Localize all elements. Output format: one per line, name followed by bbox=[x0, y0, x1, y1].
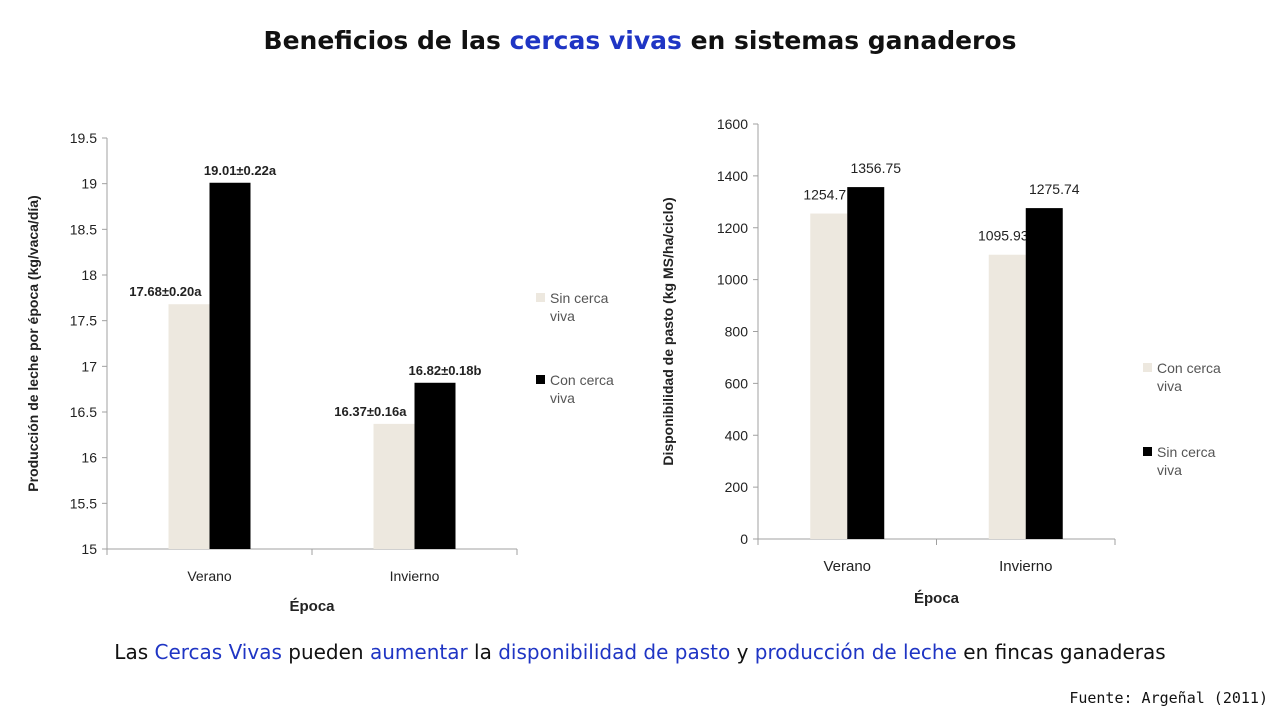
y-tick-label: 800 bbox=[725, 324, 749, 340]
data-label: 1275.74 bbox=[1029, 181, 1080, 197]
milk-production-chart: 15 15.5 16 16.5 17 17.5 18 18.5 19 19.5 Verano 17.6… bbox=[25, 130, 614, 615]
caption-t2: pueden bbox=[281, 640, 370, 664]
y-tick-label: 15.5 bbox=[70, 495, 97, 511]
legend-swatch bbox=[536, 375, 545, 384]
bar bbox=[373, 423, 415, 549]
legend-label: Con cerca bbox=[1157, 360, 1221, 376]
legend-swatch bbox=[1143, 447, 1152, 456]
legend-label: viva bbox=[550, 308, 575, 324]
bar bbox=[988, 254, 1026, 539]
y-tick-label: 0 bbox=[740, 531, 748, 547]
legend-label: viva bbox=[1157, 462, 1182, 478]
y-tick-label: 17 bbox=[81, 358, 97, 374]
pasture-availability-chart: 0 200 400 600 800 1000 1200 1400 1600 Verano 1254.… bbox=[660, 116, 1221, 607]
legend-label: viva bbox=[550, 390, 575, 406]
bar bbox=[414, 382, 456, 549]
bar bbox=[168, 304, 210, 549]
source-citation: Fuente: Argeñal (2011) bbox=[1069, 689, 1268, 707]
y-tick-label: 200 bbox=[725, 479, 749, 495]
data-label: 1254.7 bbox=[803, 187, 846, 203]
data-label: 19.01±0.22a bbox=[204, 163, 277, 178]
legend-swatch bbox=[536, 293, 545, 302]
bar bbox=[1025, 208, 1063, 540]
y-axis-title: Producción de leche por época (kg/vaca/d… bbox=[25, 195, 41, 491]
legend-label: Con cerca bbox=[550, 372, 614, 388]
data-label: 16.82±0.18b bbox=[409, 363, 482, 378]
y-tick-label: 18.5 bbox=[70, 221, 97, 237]
page-title: Beneficios de las cercas vivas en sistem… bbox=[0, 26, 1280, 55]
y-tick-label: 15 bbox=[81, 541, 97, 557]
legend-label: Sin cerca bbox=[550, 290, 609, 306]
legend-label: Sin cerca bbox=[1157, 444, 1216, 460]
bar bbox=[810, 213, 848, 539]
caption-h3: disponibilidad de pasto bbox=[498, 640, 731, 664]
x-tick-label: Verano bbox=[187, 568, 232, 584]
y-tick-label: 1400 bbox=[717, 168, 748, 184]
x-axis-title: Época bbox=[289, 598, 335, 615]
data-label: 1095.93 bbox=[978, 228, 1029, 244]
y-axis-title: Disponibilidad de pasto (kg MS/ha/ciclo) bbox=[660, 197, 676, 465]
caption-t4: y bbox=[730, 640, 755, 664]
title-part2: en sistemas ganaderos bbox=[681, 26, 1017, 55]
x-tick-label: Invierno bbox=[390, 568, 440, 584]
y-tick-label: 16 bbox=[81, 450, 97, 466]
y-tick-label: 1200 bbox=[717, 220, 748, 236]
y-tick-label: 600 bbox=[725, 375, 749, 391]
data-label: 1356.75 bbox=[850, 160, 901, 176]
bar bbox=[209, 182, 251, 549]
bar bbox=[847, 187, 885, 540]
caption-h4: producción de leche bbox=[754, 640, 957, 664]
y-tick-label: 17.5 bbox=[70, 313, 97, 329]
data-label: 16.37±0.16a bbox=[334, 404, 407, 419]
legend-label: viva bbox=[1157, 378, 1182, 394]
caption-h1: Cercas Vivas bbox=[154, 640, 282, 664]
y-tick-label: 19 bbox=[81, 176, 97, 192]
caption: Las Cercas Vivas pueden aumentar la disp… bbox=[0, 640, 1280, 664]
caption-h2: aumentar bbox=[369, 640, 468, 664]
y-tick-label: 18 bbox=[81, 267, 97, 283]
data-label: 17.68±0.20a bbox=[129, 284, 202, 299]
legend-swatch bbox=[1143, 363, 1152, 372]
y-tick-label: 1000 bbox=[717, 272, 748, 288]
caption-t3: la bbox=[467, 640, 499, 664]
y-tick-label: 400 bbox=[725, 427, 749, 443]
x-axis-title: Época bbox=[914, 590, 960, 607]
x-tick-label: Invierno bbox=[999, 558, 1052, 575]
caption-t1: Las bbox=[114, 640, 155, 664]
x-tick-label: Verano bbox=[823, 558, 871, 575]
y-tick-label: 16.5 bbox=[70, 404, 97, 420]
y-tick-label: 19.5 bbox=[70, 130, 97, 146]
caption-t5: en fincas ganaderas bbox=[956, 640, 1166, 664]
title-highlight: cercas vivas bbox=[509, 26, 682, 55]
title-part1: Beneficios de las bbox=[263, 26, 510, 55]
y-tick-label: 1600 bbox=[717, 116, 748, 132]
